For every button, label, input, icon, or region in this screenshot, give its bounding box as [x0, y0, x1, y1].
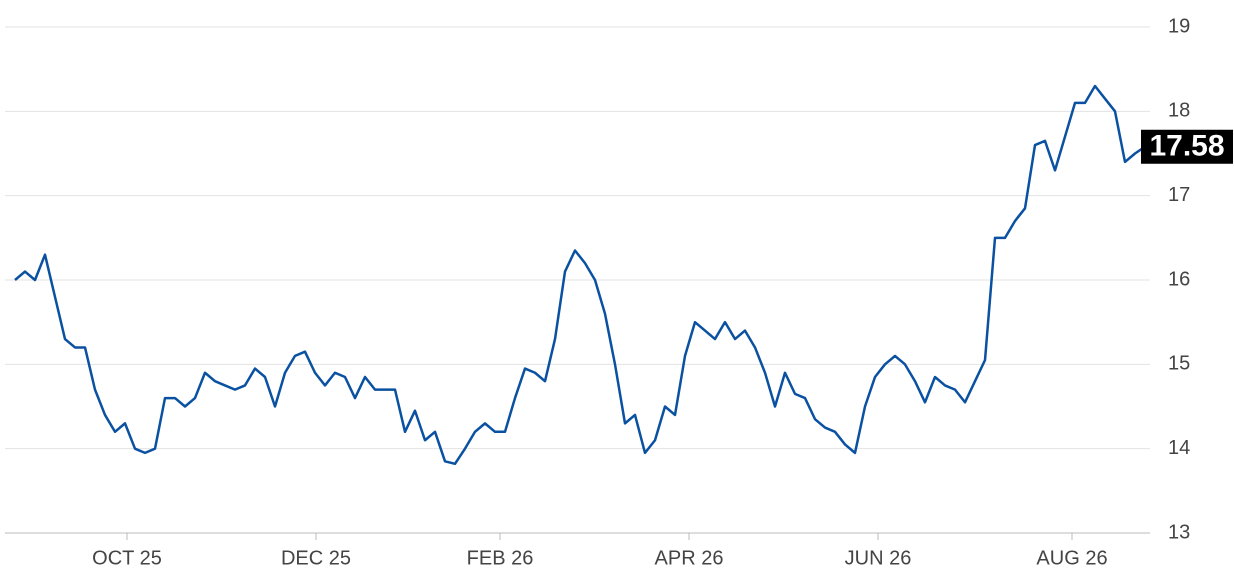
y-tick-label: 19 [1168, 15, 1190, 37]
x-tick-label: DEC 25 [281, 547, 351, 569]
x-tick-label: JUN 26 [845, 547, 912, 569]
y-tick-label: 16 [1168, 268, 1190, 290]
y-tick-label: 15 [1168, 353, 1190, 375]
y-tick-label: 18 [1168, 100, 1190, 122]
x-tick-label: APR 26 [655, 547, 724, 569]
y-tick-label: 14 [1168, 437, 1190, 459]
last-value-label: 17.58 [1149, 130, 1224, 163]
badge-bg [1141, 129, 1233, 164]
last-value-badge: 17.58 [1141, 130, 1233, 164]
x-tick-label: FEB 26 [467, 547, 534, 569]
y-tick-label: 13 [1168, 521, 1190, 543]
price-line [14, 84, 1146, 466]
x-tick-label: OCT 25 [92, 547, 162, 569]
y-tick-label: 17 [1168, 184, 1190, 206]
x-tick-label: AUG 26 [1036, 547, 1107, 569]
